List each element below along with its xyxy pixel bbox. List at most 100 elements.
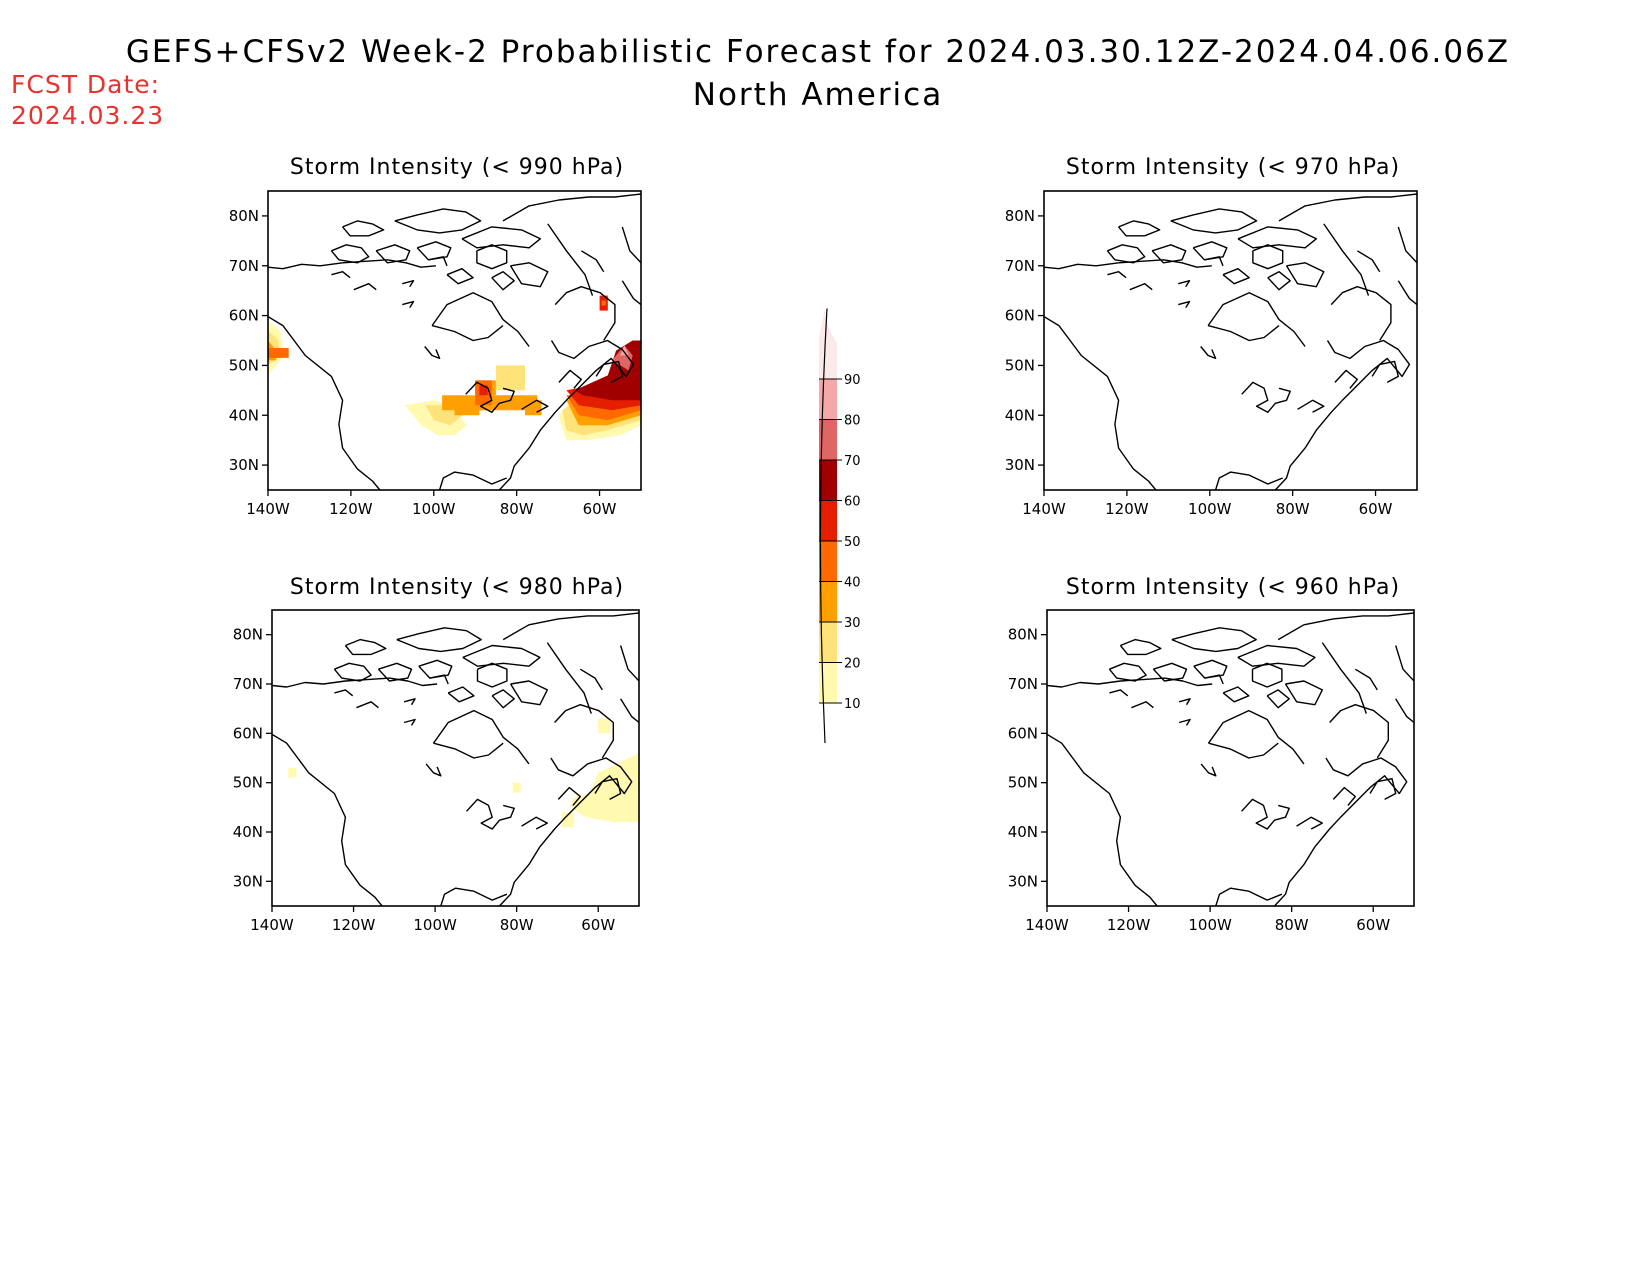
coastline-segment	[1222, 686, 1250, 703]
coastline-segment	[1108, 662, 1147, 682]
colorbar-tick-label: 30	[844, 616, 861, 631]
coastline-segment	[418, 659, 453, 679]
map-frame	[267, 190, 642, 491]
coastline-segment	[1356, 250, 1381, 273]
coastline-segment	[416, 241, 452, 261]
coastline-segment	[465, 381, 515, 413]
coastline-segment	[1047, 733, 1158, 906]
coastline-segment	[521, 816, 548, 830]
coastline-segment	[1192, 241, 1228, 261]
lat-tick-label: 80N	[1008, 626, 1038, 644]
colorbar-segment	[819, 500, 837, 541]
coastline-segment	[521, 399, 549, 413]
colorbar-segment	[819, 460, 837, 501]
coastline-segment	[595, 360, 623, 384]
coastline-segment	[1329, 704, 1389, 759]
lat-tick-label: 50N	[1005, 356, 1035, 374]
coastline-segment	[1395, 698, 1414, 724]
panel-title: Storm Intensity (< 980 hPa)	[290, 575, 624, 600]
coastline-segment	[1178, 718, 1191, 726]
coastline-segment	[1131, 701, 1154, 709]
coastline-segment	[1266, 689, 1290, 709]
lon-tick-label: 80W	[500, 500, 534, 518]
colorbar-segment	[819, 419, 837, 460]
coastline-segment	[1397, 280, 1417, 306]
coastline-segment	[509, 262, 549, 288]
probability-region	[569, 753, 639, 823]
colorbar-tick-label: 60	[844, 495, 861, 510]
coastline-segment	[1207, 324, 1280, 342]
coastline-segment	[1193, 659, 1228, 679]
coastline-segment	[1252, 244, 1284, 270]
coastline-segment	[1044, 316, 1157, 490]
coastline-segment	[1241, 381, 1291, 413]
coastline-segment	[396, 627, 482, 653]
coastline-segment	[1397, 226, 1417, 264]
coastline-segment	[1178, 698, 1191, 706]
coastline-segment	[476, 662, 508, 688]
coastline-segment	[554, 286, 616, 341]
coastline-segment	[425, 763, 442, 777]
lon-tick-label: 100W	[412, 500, 456, 518]
lon-tick-label: 80W	[500, 916, 534, 934]
coastline-segment	[268, 259, 436, 270]
coastline-segment	[1334, 369, 1358, 389]
lon-tick-label: 140W	[250, 916, 294, 934]
colorbar-segment	[819, 581, 837, 622]
coastline-segment	[1395, 645, 1414, 682]
coastline-segment	[465, 798, 515, 830]
colorbar-tick-label: 20	[844, 657, 861, 672]
lat-tick-label: 40N	[229, 406, 259, 424]
coastline-segment	[1207, 292, 1306, 347]
coastline-segment	[621, 280, 641, 306]
coastline-segment	[1107, 271, 1127, 279]
coastline-segment	[1119, 638, 1162, 656]
coastline-segment	[447, 686, 475, 703]
coastline-segment	[461, 226, 541, 249]
probability-region	[612, 345, 633, 371]
coastline-segment	[1200, 763, 1217, 777]
coastline-segment	[1152, 662, 1188, 682]
lon-tick-label: 140W	[1025, 916, 1069, 934]
coastline-segment	[331, 271, 351, 279]
lon-tick-label: 60W	[1359, 500, 1393, 518]
lat-tick-label: 80N	[229, 207, 259, 225]
map-frame	[1043, 190, 1418, 491]
coastline-segment	[431, 292, 530, 347]
coastline-segment	[402, 300, 415, 308]
lon-tick-label: 140W	[1022, 500, 1066, 518]
coastline-segment	[446, 268, 474, 285]
coastline-segment	[491, 689, 515, 709]
lat-tick-label: 60N	[1005, 307, 1035, 325]
coastline-segment	[502, 612, 639, 641]
coastline-segment	[502, 193, 641, 222]
lat-tick-label: 80N	[1005, 207, 1035, 225]
colorbar: 10 20 30 40 50 60 70 80 90	[819, 308, 861, 744]
lat-tick-label: 60N	[229, 307, 259, 325]
coastline-segment	[433, 742, 504, 759]
coastline-segment	[356, 701, 379, 709]
coastline-segment	[1278, 193, 1417, 222]
lat-tick-label: 30N	[233, 872, 263, 890]
map-frame	[1046, 609, 1415, 907]
panel-980hpa: Storm Intensity (< 980 hPa) 80N 70N 60N 50N 4…	[233, 575, 640, 934]
lon-tick-label: 120W	[1105, 500, 1149, 518]
colorbar-tick-label: 80	[844, 414, 861, 429]
coastline-segment	[1171, 627, 1257, 653]
coastline-segment	[403, 718, 416, 726]
figure-subtitle: North America	[693, 77, 943, 113]
lon-tick-label: 60W	[581, 916, 615, 934]
coastline-segment	[462, 644, 541, 667]
coastline-segment	[342, 220, 385, 237]
coastline-segment	[546, 642, 592, 714]
coastline-segment	[1109, 689, 1129, 697]
coastline-segment	[1237, 226, 1317, 249]
coastline-segment	[1323, 223, 1370, 296]
lat-tick-label: 50N	[233, 774, 263, 792]
coastline-segment	[554, 704, 614, 759]
lat-tick-label: 70N	[1008, 675, 1038, 693]
colorbar-segment	[819, 379, 837, 420]
lat-tick-label: 40N	[1008, 823, 1038, 841]
probability-region	[454, 405, 480, 416]
